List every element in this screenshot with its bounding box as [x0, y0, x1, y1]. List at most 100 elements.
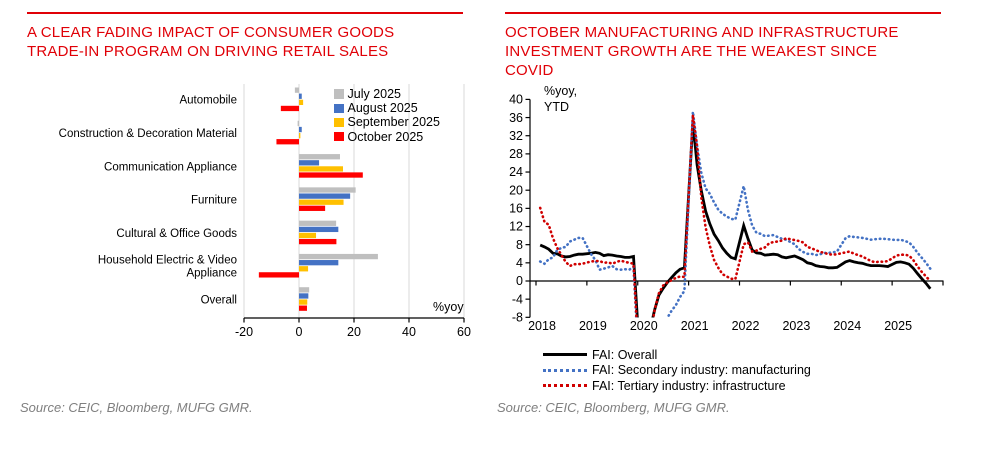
bar-august-cat2 — [299, 160, 320, 166]
x-tick-label: 2020 — [630, 319, 658, 333]
title-line: COVID — [505, 62, 554, 79]
bar-july-cat4 — [299, 220, 337, 226]
legend-item: October 2025 — [334, 130, 440, 144]
legend-swatch — [334, 103, 344, 114]
left-source-note: Source: CEIC, Bloomberg, MUFG GMR. — [20, 400, 253, 415]
y-tick-label: 32 — [509, 129, 523, 143]
right-title-rule — [505, 12, 941, 14]
bar-july-cat5 — [299, 253, 378, 260]
y-tick-label: 36 — [509, 111, 523, 125]
line-fai-secondary-industry-manufacturing — [538, 111, 932, 318]
axis-unit-line: YTD — [544, 100, 569, 114]
bar-september-cat3 — [299, 199, 344, 205]
legend-label: July 2025 — [347, 87, 402, 102]
bar-october-cat2 — [299, 172, 363, 178]
y-tick-label: 8 — [516, 238, 523, 252]
bar-july-cat1 — [297, 120, 299, 127]
x-tick-label: 2021 — [681, 319, 709, 333]
x-tick-label: -20 — [235, 325, 253, 339]
bar-september-cat4 — [299, 232, 317, 239]
legend-item: July 2025 — [334, 87, 440, 101]
category-label: Cultural & Office Goods — [116, 228, 237, 240]
bar-august-cat5 — [299, 260, 339, 266]
legend-line-sample — [543, 353, 587, 357]
legend-label: September 2025 — [347, 115, 440, 130]
legend-item: September 2025 — [334, 115, 440, 129]
x-tick-label: 2025 — [884, 319, 912, 333]
category-label: Overall — [201, 294, 237, 306]
y-tick-label: 4 — [516, 256, 523, 270]
bar-july-cat3 — [299, 187, 356, 193]
legend-swatch — [334, 89, 344, 99]
bar-october-cat0 — [280, 105, 299, 112]
bar-september-cat6 — [299, 299, 308, 305]
y-tick-label: 0 — [516, 274, 523, 288]
bar-october-cat5 — [258, 272, 299, 278]
right-chart-title: OCTOBER MANUFACTURING AND INFRASTRUCTURE… — [505, 23, 960, 80]
bar-september-cat5 — [299, 266, 309, 272]
bar-august-cat1 — [299, 126, 302, 133]
bar-october-cat6 — [299, 305, 307, 311]
legend-label: FAI: Overall — [592, 347, 658, 362]
left-axis-unit-label: %yoy — [433, 300, 464, 314]
legend-label: FAI: Tertiary industry: infrastructure — [592, 378, 786, 393]
title-line: INVESTMENT GROWTH ARE THE WEAKEST SINCE — [505, 43, 878, 60]
y-tick-label: 20 — [509, 183, 523, 197]
category-label: Household Electric & Video Appliance — [98, 255, 237, 280]
y-tick-label: 24 — [509, 165, 523, 179]
left-title-rule — [27, 12, 463, 14]
axis-unit-line: %yoy, — [544, 84, 578, 98]
category-label: Communication Appliance — [104, 161, 237, 173]
title-line: A CLEAR FADING IMPACT OF CONSUMER GOODS — [27, 24, 395, 41]
category-label: Furniture — [191, 195, 237, 207]
x-tick-label: 2023 — [782, 319, 810, 333]
bar-august-cat0 — [299, 93, 302, 99]
bar-august-cat4 — [299, 226, 339, 233]
x-tick-label: 2019 — [579, 319, 607, 333]
bar-july-cat6 — [299, 287, 310, 293]
y-tick-label: 16 — [509, 202, 523, 216]
bar-july-cat0 — [294, 87, 299, 93]
x-tick-label: 40 — [402, 325, 416, 339]
right-axis-unit-label: %yoy, YTD — [544, 83, 577, 115]
legend-line-sample — [543, 368, 587, 372]
legend-item: FAI: Secondary industry: manufacturing — [543, 363, 811, 379]
retail-sales-bar-chart: Automobile Construction & Decoration Mate… — [59, 84, 471, 339]
category-label: Automobile — [179, 95, 237, 107]
bar-october-cat3 — [299, 205, 326, 211]
bar-july-cat2 — [299, 154, 340, 160]
legend-label: August 2025 — [347, 101, 418, 116]
series-group — [538, 111, 932, 318]
legend-line-sample — [543, 384, 587, 388]
bar-september-cat0 — [299, 99, 304, 105]
bar-september-cat2 — [299, 166, 343, 172]
y-tick-label: -4 — [512, 292, 523, 306]
bar-chart-legend: July 2025 August 2025 September 2025 Octobe… — [334, 87, 440, 144]
bar-october-cat1 — [276, 139, 299, 145]
title-line: TRADE-IN PROGRAM ON DRIVING RETAIL SALES — [27, 43, 389, 60]
legend-label: FAI: Secondary industry: manufacturing — [592, 363, 811, 378]
y-tick-label: 12 — [509, 220, 523, 234]
bar-august-cat3 — [299, 193, 351, 199]
y-tick-label: -8 — [512, 311, 523, 325]
x-tick-label: 2022 — [732, 319, 760, 333]
bar-october-cat4 — [299, 238, 337, 245]
x-tick-label: 2024 — [833, 319, 861, 333]
right-source-note: Source: CEIC, Bloomberg, MUFG GMR. — [497, 400, 730, 415]
line-chart-legend: FAI: Overall FAI: Secondary industry: man… — [543, 347, 811, 394]
legend-item: FAI: Tertiary industry: infrastructure — [543, 378, 811, 394]
legend-label: October 2025 — [347, 129, 424, 144]
legend-swatch — [334, 117, 344, 128]
bar-august-cat6 — [299, 293, 309, 299]
line-fai-overall — [539, 121, 932, 318]
left-chart-title: A CLEAR FADING IMPACT OF CONSUMER GOODS T… — [27, 23, 477, 61]
legend-item: August 2025 — [334, 101, 440, 115]
x-tick-label: 2018 — [528, 319, 556, 333]
y-tick-label: 28 — [509, 147, 523, 161]
bar-september-cat1 — [299, 132, 301, 139]
title-line: OCTOBER MANUFACTURING AND INFRASTRUCTURE — [505, 24, 899, 41]
x-tick-label: 20 — [347, 325, 361, 339]
y-tick-label: 40 — [509, 93, 523, 107]
legend-swatch — [334, 131, 344, 142]
